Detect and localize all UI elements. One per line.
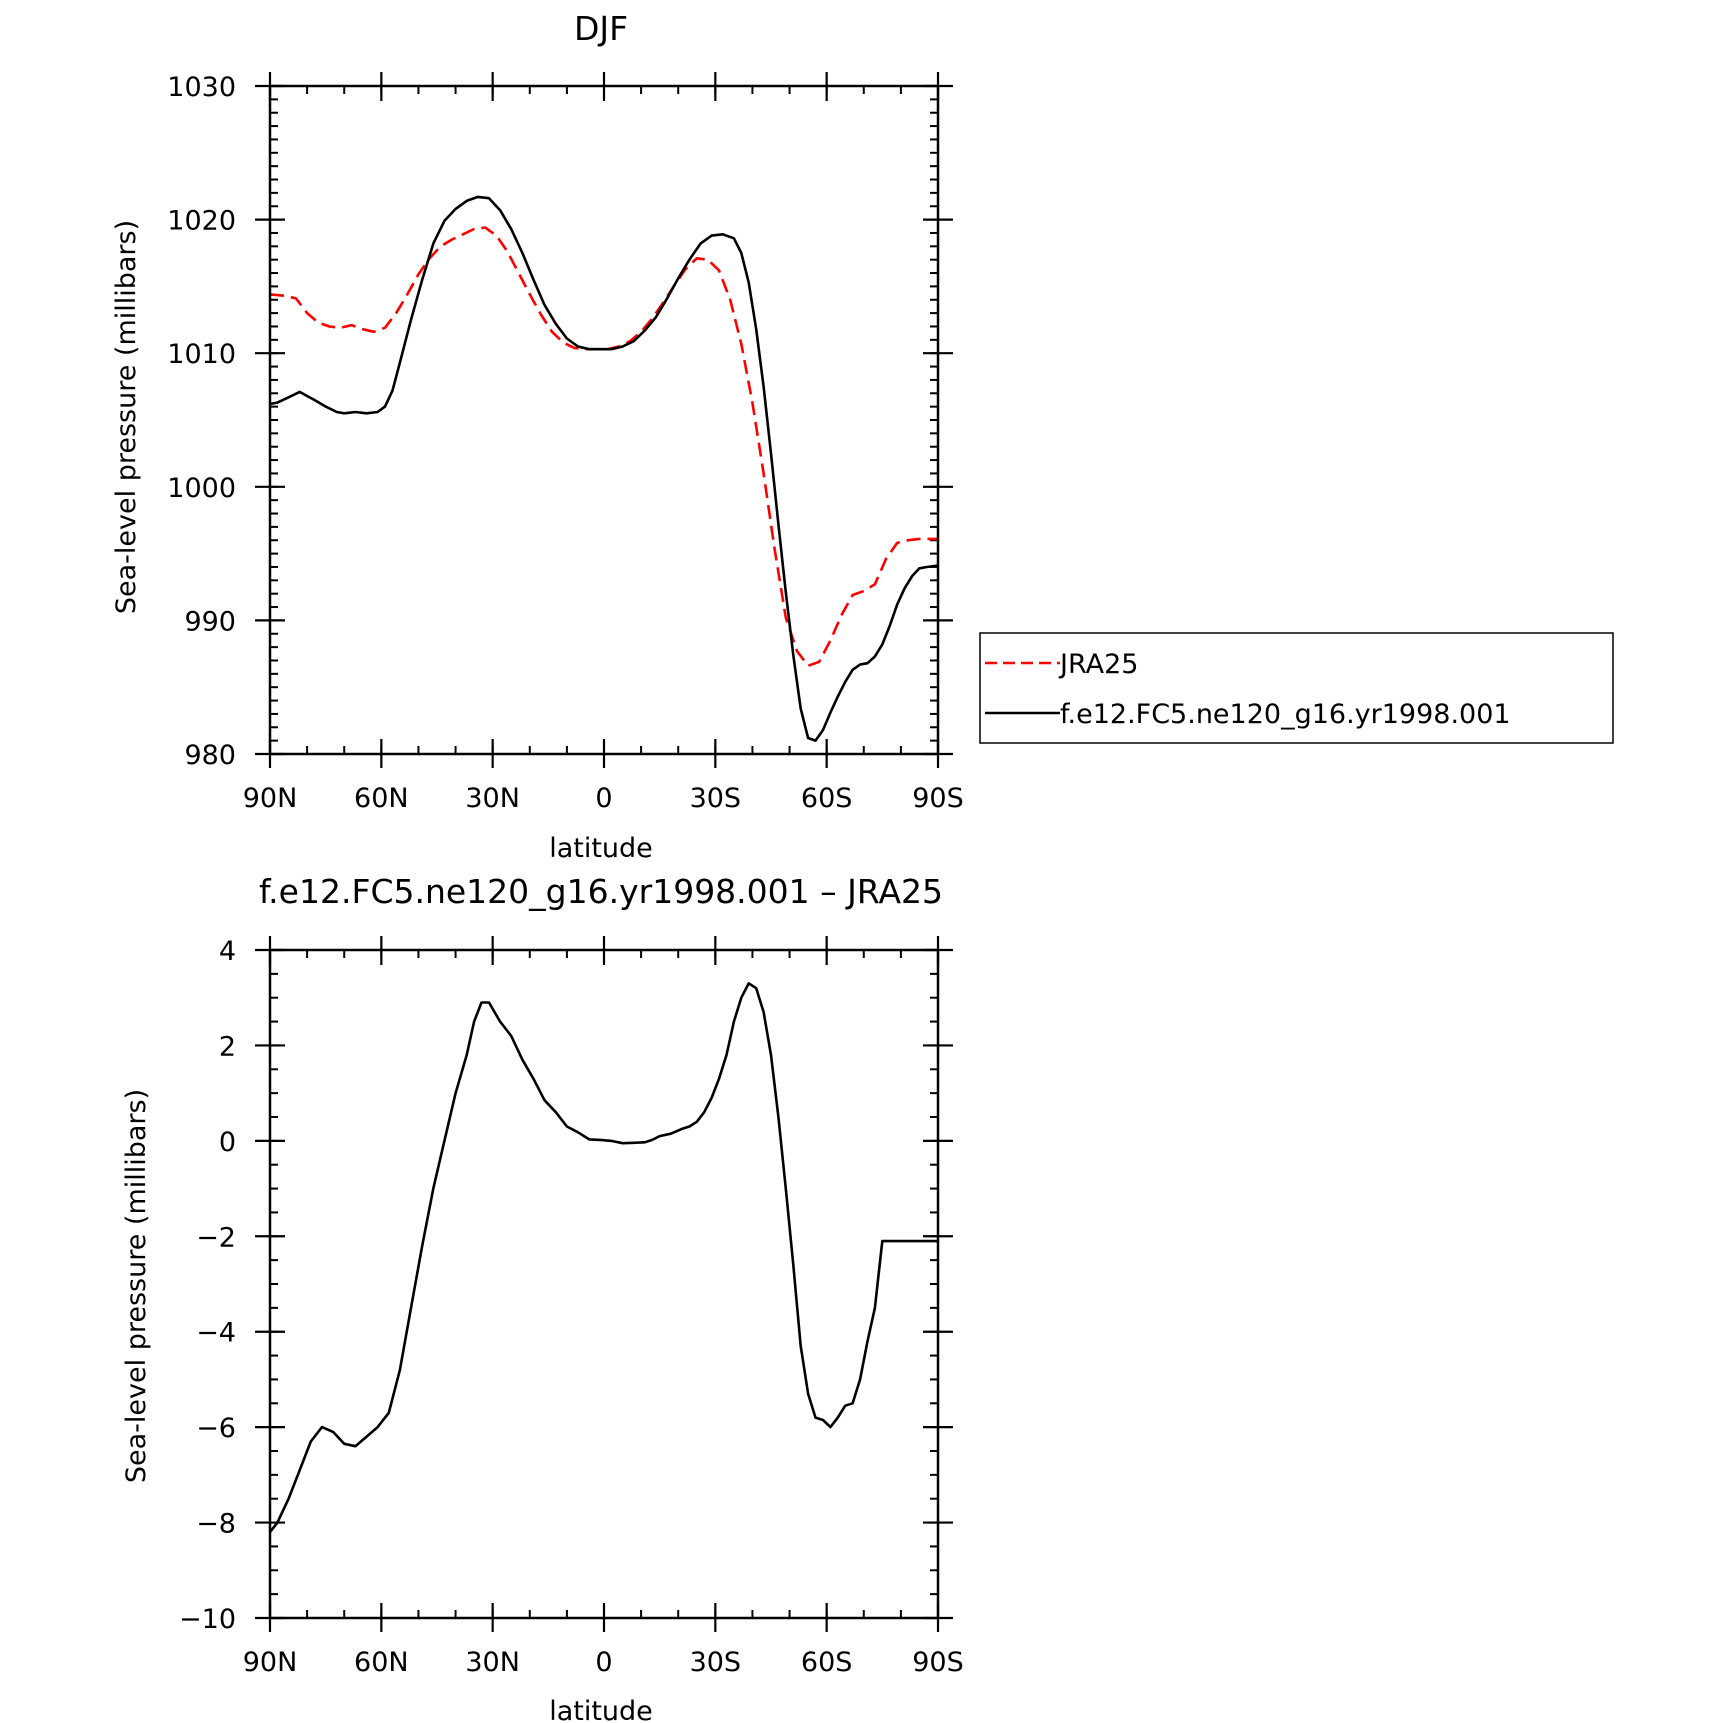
bottom-x-tick-label: 30N	[465, 1647, 520, 1678]
bottom-plot-frame	[268, 948, 940, 1620]
bottom-series-group	[268, 982, 938, 1533]
top-y-tick-label: 1020	[167, 206, 236, 237]
bottom-y-tick-label: −4	[196, 1318, 236, 1349]
bottom-y-tick-label: −8	[196, 1509, 236, 1540]
bottom-series-line-difference	[268, 982, 938, 1533]
legend: JRA25 f.e12.FC5.ne120_g16.yr1998.001	[979, 632, 1614, 744]
top-y-tick-label: 990	[184, 606, 236, 637]
top-panel: DJF latitude Sea-level pressure (milliba…	[111, 9, 964, 864]
top-y-axis-title: Sea-level pressure (millibars)	[111, 220, 142, 614]
legend-label-model: f.e12.FC5.ne120_g16.yr1998.001	[1060, 699, 1511, 730]
top-y-tick-label: 1010	[167, 339, 236, 370]
top-axes-ticks: 90N 60N 30N 0 30S 60S 90S 1030 1020 1010 1000 990 98…	[167, 72, 964, 814]
top-series-group	[269, 195, 939, 742]
top-series-line-jra25	[269, 226, 938, 668]
bottom-y-tick-label: 0	[219, 1127, 236, 1158]
top-y-tick-label: 1000	[167, 473, 236, 504]
bottom-y-axis-title: Sea-level pressure (millibars)	[121, 1089, 152, 1483]
top-x-tick-label: 90N	[243, 783, 298, 814]
bottom-x-tick-label: 90S	[912, 1647, 964, 1678]
bottom-y-tick-label: −10	[179, 1604, 236, 1635]
bottom-x-tick-label: 90N	[243, 1647, 298, 1678]
top-series-line-f-e12-fc5-ne120-g16-yr1998-001	[269, 195, 939, 742]
bottom-y-tick-label: 2	[219, 1031, 236, 1062]
top-x-axis-title: latitude	[549, 833, 653, 864]
bottom-x-tick-label: 30S	[690, 1647, 742, 1678]
top-x-tick-label: 60N	[354, 783, 409, 814]
bottom-x-tick-label: 0	[595, 1647, 612, 1678]
bottom-panel: f.e12.FC5.ne120_g16.yr1998.001 – JRA25 l…	[121, 872, 964, 1723]
bottom-x-axis-title: latitude	[549, 1696, 653, 1723]
top-plot-title: DJF	[574, 9, 628, 48]
bottom-x-tick-label: 60S	[801, 1647, 853, 1678]
bottom-y-tick-label: −2	[196, 1222, 236, 1253]
top-x-tick-label: 90S	[912, 783, 964, 814]
top-y-tick-label: 1030	[167, 72, 236, 103]
bottom-axes-ticks: 90N 60N 30N 0 30S 60S 90S 4 2 0 −2 −4 −6 −8 −10	[179, 936, 964, 1678]
top-x-tick-label: 0	[595, 783, 612, 814]
top-plot-frame	[268, 84, 940, 756]
bottom-plot-title: f.e12.FC5.ne120_g16.yr1998.001 – JRA25	[259, 872, 943, 911]
bottom-y-tick-label: −6	[196, 1413, 236, 1444]
top-x-tick-label: 60S	[801, 783, 853, 814]
top-x-tick-label: 30S	[690, 783, 742, 814]
bottom-y-tick-label: 4	[219, 936, 236, 967]
top-x-tick-label: 30N	[465, 783, 520, 814]
legend-box	[979, 632, 1614, 744]
legend-label-jra25: JRA25	[1058, 649, 1138, 680]
top-y-tick-label: 980	[184, 740, 236, 771]
bottom-x-tick-label: 60N	[354, 1647, 409, 1678]
